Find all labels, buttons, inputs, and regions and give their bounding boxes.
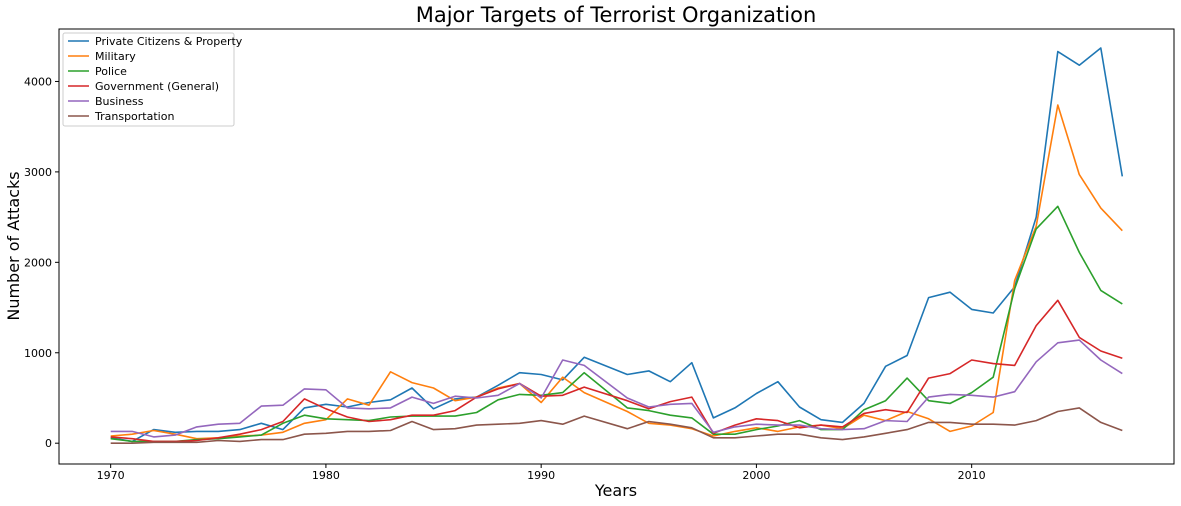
legend: Private Citizens & Property Military Polic…: [62, 32, 243, 127]
x-tick-label: 1990: [527, 469, 555, 482]
series-lines: [110, 47, 1124, 445]
series-line-0: [110, 47, 1124, 443]
legend-entry: Transportation: [94, 110, 174, 123]
y-tick-label: 2000: [24, 256, 52, 269]
x-tick-label: 2000: [742, 469, 770, 482]
x-axis: 1970 1980 1990 2000 2010: [97, 464, 986, 482]
x-tick-label: 1970: [97, 469, 125, 482]
series-line-2: [110, 205, 1123, 443]
series-line-4: [110, 339, 1123, 438]
legend-entry: Business: [95, 95, 144, 108]
legend-entry: Private Citizens & Property: [95, 35, 243, 48]
y-tick-label: 0: [45, 437, 52, 450]
x-tick-label: 1980: [312, 469, 340, 482]
chart-title: Major Targets of Terrorist Organization: [416, 3, 817, 27]
x-tick-label: 2010: [958, 469, 986, 482]
y-tick-label: 3000: [24, 166, 52, 179]
plot-area: [58, 28, 1175, 465]
y-tick-label: 1000: [24, 347, 52, 360]
legend-entry: Police: [95, 65, 127, 78]
series-line-3: [110, 299, 1123, 443]
legend-entry: Government (General): [95, 80, 219, 93]
y-tick-label: 4000: [24, 75, 52, 88]
y-axis-label: Number of Attacks: [4, 171, 23, 320]
legend-box: [62, 32, 235, 127]
plot-frame: [58, 28, 1175, 465]
y-axis: 0 1000 2000 3000 4000: [24, 75, 59, 450]
series-line-5: [110, 407, 1123, 445]
series-line-1: [110, 104, 1123, 440]
legend-entry: Military: [95, 50, 136, 63]
x-axis-label: Years: [594, 481, 637, 500]
